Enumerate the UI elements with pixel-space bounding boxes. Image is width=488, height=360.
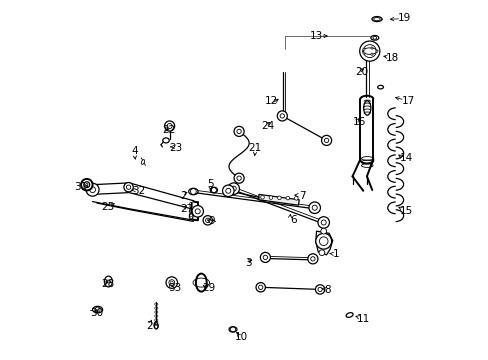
Ellipse shape bbox=[377, 85, 383, 89]
Ellipse shape bbox=[189, 213, 193, 219]
Text: 24: 24 bbox=[261, 121, 274, 131]
Ellipse shape bbox=[163, 138, 169, 143]
Circle shape bbox=[166, 277, 177, 288]
Circle shape bbox=[307, 254, 317, 264]
Circle shape bbox=[268, 196, 272, 199]
Text: 22: 22 bbox=[162, 125, 175, 135]
Ellipse shape bbox=[372, 36, 376, 39]
Text: 14: 14 bbox=[399, 153, 412, 163]
Text: 12: 12 bbox=[264, 96, 278, 106]
Text: 4: 4 bbox=[131, 146, 138, 156]
Circle shape bbox=[192, 206, 203, 217]
Ellipse shape bbox=[104, 276, 112, 287]
Circle shape bbox=[308, 202, 320, 213]
Circle shape bbox=[315, 285, 324, 294]
Ellipse shape bbox=[141, 159, 144, 165]
Circle shape bbox=[227, 183, 239, 194]
Text: 6: 6 bbox=[289, 215, 296, 225]
Text: 28: 28 bbox=[101, 279, 114, 289]
Polygon shape bbox=[258, 194, 299, 205]
Circle shape bbox=[84, 182, 89, 188]
Circle shape bbox=[222, 185, 234, 197]
Circle shape bbox=[285, 196, 289, 200]
Circle shape bbox=[294, 197, 298, 200]
Circle shape bbox=[375, 50, 377, 52]
Circle shape bbox=[315, 233, 331, 249]
Polygon shape bbox=[315, 231, 332, 255]
Text: 1: 1 bbox=[332, 249, 339, 259]
Text: 23: 23 bbox=[169, 143, 183, 153]
Text: 9: 9 bbox=[208, 216, 215, 226]
Ellipse shape bbox=[373, 18, 380, 21]
Text: 16: 16 bbox=[352, 117, 366, 127]
Ellipse shape bbox=[363, 101, 370, 115]
Circle shape bbox=[234, 126, 244, 136]
Text: 13: 13 bbox=[309, 31, 323, 41]
Text: 19: 19 bbox=[397, 13, 410, 23]
Text: 8: 8 bbox=[324, 285, 330, 295]
Ellipse shape bbox=[188, 188, 198, 195]
Circle shape bbox=[86, 183, 99, 196]
Ellipse shape bbox=[154, 323, 158, 329]
Circle shape bbox=[370, 53, 372, 55]
Ellipse shape bbox=[346, 312, 352, 318]
Circle shape bbox=[277, 111, 287, 121]
Text: 5: 5 bbox=[206, 179, 213, 189]
Circle shape bbox=[170, 281, 173, 284]
Circle shape bbox=[85, 184, 88, 186]
Circle shape bbox=[359, 41, 379, 61]
Text: 25: 25 bbox=[101, 202, 114, 212]
Text: 17: 17 bbox=[401, 96, 414, 106]
Text: 33: 33 bbox=[167, 283, 181, 293]
Ellipse shape bbox=[196, 274, 206, 292]
Ellipse shape bbox=[370, 36, 378, 40]
Ellipse shape bbox=[210, 187, 217, 193]
Text: 15: 15 bbox=[399, 206, 412, 216]
Circle shape bbox=[203, 216, 212, 225]
Text: 7: 7 bbox=[298, 191, 305, 201]
Text: 10: 10 bbox=[234, 332, 247, 342]
Text: 27: 27 bbox=[180, 204, 193, 214]
Circle shape bbox=[362, 52, 364, 54]
Circle shape bbox=[164, 121, 174, 131]
Circle shape bbox=[320, 228, 326, 234]
Circle shape bbox=[256, 283, 265, 292]
Text: 29: 29 bbox=[202, 283, 215, 293]
Text: 32: 32 bbox=[131, 186, 144, 196]
Circle shape bbox=[362, 48, 364, 50]
Ellipse shape bbox=[228, 327, 237, 332]
Text: 18: 18 bbox=[385, 53, 398, 63]
Ellipse shape bbox=[371, 17, 381, 22]
Circle shape bbox=[123, 183, 133, 192]
Circle shape bbox=[317, 217, 329, 228]
Text: 20: 20 bbox=[354, 67, 367, 77]
Circle shape bbox=[260, 252, 270, 262]
Circle shape bbox=[321, 135, 331, 145]
Text: 26: 26 bbox=[146, 321, 159, 331]
Text: 31: 31 bbox=[74, 182, 87, 192]
Circle shape bbox=[318, 250, 324, 256]
Circle shape bbox=[81, 179, 92, 190]
Text: 2: 2 bbox=[180, 191, 186, 201]
Text: 11: 11 bbox=[356, 314, 369, 324]
Circle shape bbox=[277, 196, 281, 199]
Circle shape bbox=[234, 173, 244, 183]
Circle shape bbox=[370, 47, 372, 49]
Circle shape bbox=[260, 195, 264, 199]
Text: 21: 21 bbox=[248, 143, 262, 153]
Text: 30: 30 bbox=[90, 308, 103, 318]
Ellipse shape bbox=[92, 306, 102, 313]
Text: 3: 3 bbox=[244, 258, 251, 268]
